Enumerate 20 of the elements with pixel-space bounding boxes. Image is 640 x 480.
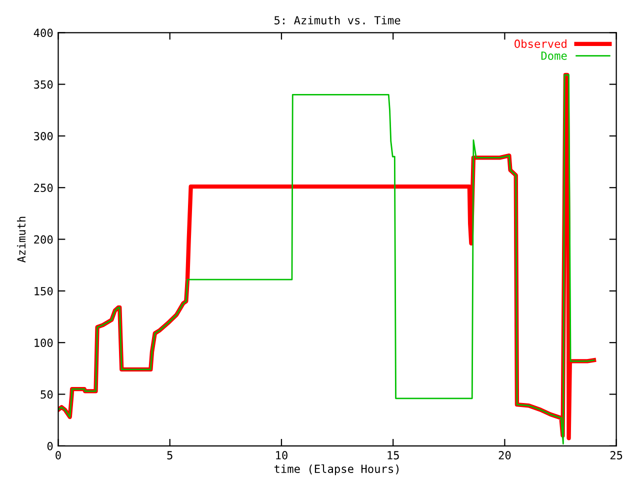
x-tick-label: 15 [388, 451, 399, 460]
x-tick-label: 0 [56, 451, 61, 460]
y-tick-label: 100 [34, 338, 53, 348]
x-tick-label: 5 [167, 451, 172, 460]
y-tick-label: 50 [40, 390, 53, 399]
y-tick-label: 150 [34, 286, 53, 296]
y-tick-label: 200 [34, 235, 53, 244]
chart-title: 5: Azimuth vs. Time [274, 16, 400, 24]
y-tick-label: 400 [34, 28, 53, 38]
y-tick-label: 250 [34, 184, 53, 192]
legend-label: Observed [514, 39, 566, 48]
legend-label: Dome [541, 52, 567, 60]
x-tick-label: 10 [276, 451, 288, 460]
x-tick-label: 25 [610, 451, 622, 460]
y-axis-title: Azimuth [17, 216, 26, 262]
y-tick-label: 350 [34, 80, 53, 89]
y-tick-label: 300 [34, 132, 53, 140]
y-tick-label: 0 [47, 442, 53, 450]
x-tick-label: 20 [498, 451, 511, 460]
x-axis-title: time (Elapse Hours) [274, 464, 399, 476]
